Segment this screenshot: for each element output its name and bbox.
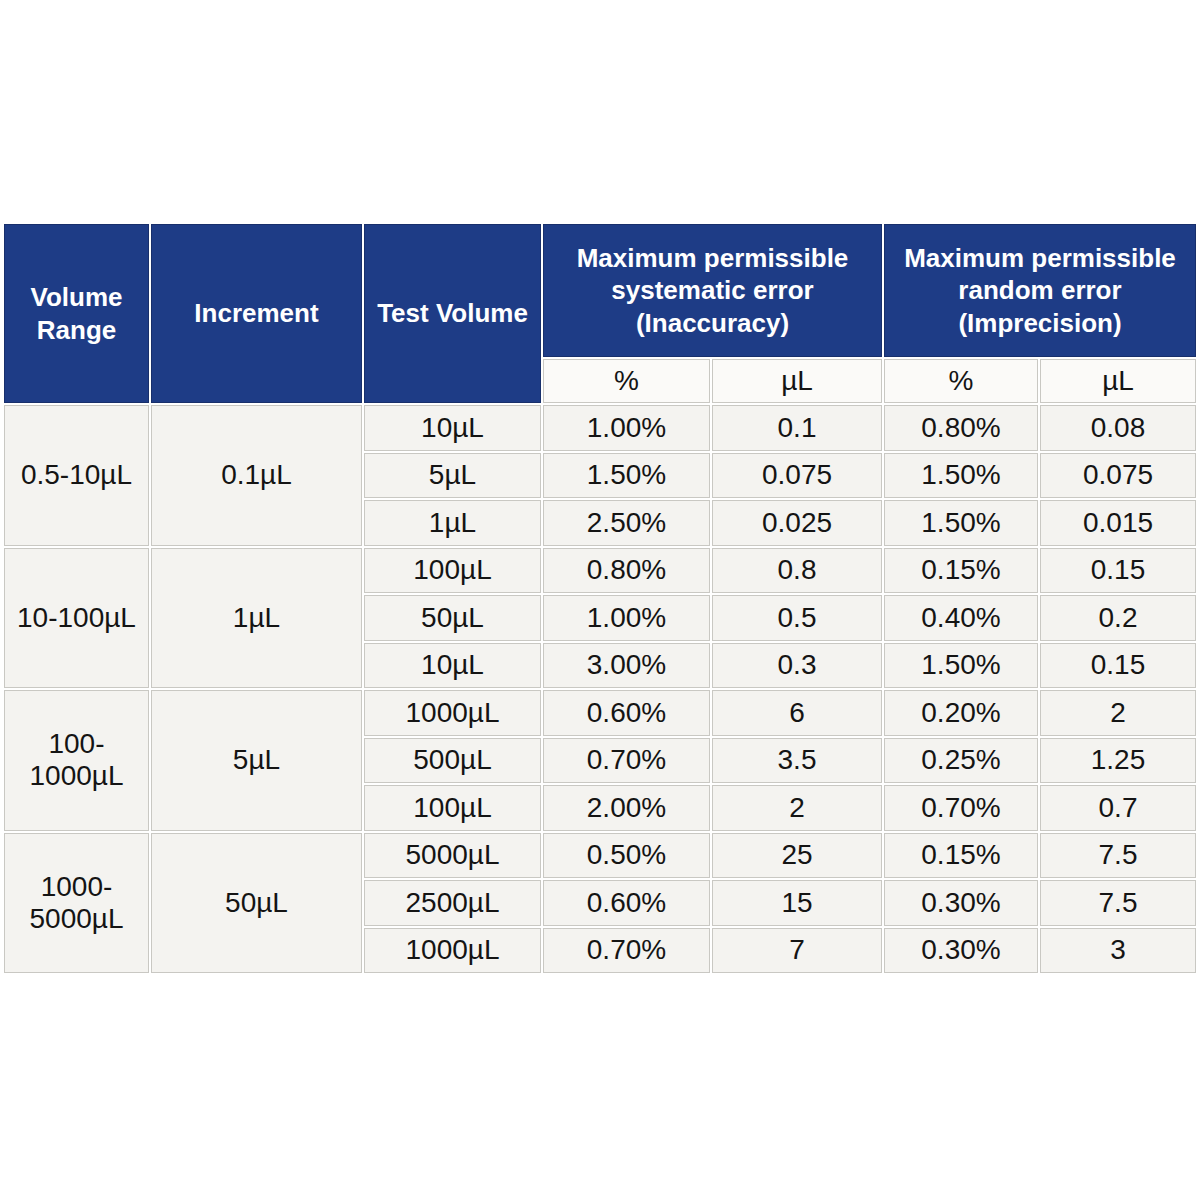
cell-rand-percent: 1.50% <box>884 643 1038 689</box>
cell-test-volume: 5000µL <box>364 833 541 879</box>
cell-rand-ul: 1.25 <box>1040 738 1196 784</box>
cell-rand-ul: 7.5 <box>1040 880 1196 926</box>
cell-sys-percent: 1.00% <box>543 595 710 641</box>
cell-sys-ul: 7 <box>712 928 882 974</box>
table-row: 10-100µL 1µL 100µL 0.80% 0.8 0.15% 0.15 <box>4 548 1196 594</box>
header-random-error: Maximum permissible random error (Imprec… <box>884 224 1196 357</box>
cell-sys-percent: 0.60% <box>543 690 710 736</box>
cell-sys-percent: 2.00% <box>543 785 710 831</box>
cell-rand-ul: 0.08 <box>1040 405 1196 451</box>
cell-increment: 50µL <box>151 833 362 974</box>
cell-test-volume: 2500µL <box>364 880 541 926</box>
cell-volume-range: 10-100µL <box>4 548 149 689</box>
table-row: 100-1000µL 5µL 1000µL 0.60% 6 0.20% 2 <box>4 690 1196 736</box>
cell-sys-ul: 0.3 <box>712 643 882 689</box>
cell-sys-percent: 1.50% <box>543 453 710 499</box>
table-row: 1000-5000µL 50µL 5000µL 0.50% 25 0.15% 7… <box>4 833 1196 879</box>
cell-increment: 5µL <box>151 690 362 831</box>
header-row: Volume Range Increment Test Volume Maxim… <box>4 224 1196 357</box>
cell-test-volume: 10µL <box>364 405 541 451</box>
cell-test-volume: 5µL <box>364 453 541 499</box>
subheader-systematic-percent: % <box>543 359 710 403</box>
header-systematic-error: Maximum permissible systematic error (In… <box>543 224 882 357</box>
cell-rand-percent: 0.80% <box>884 405 1038 451</box>
cell-volume-range: 1000-5000µL <box>4 833 149 974</box>
cell-test-volume: 1000µL <box>364 928 541 974</box>
cell-rand-percent: 1.50% <box>884 453 1038 499</box>
table-row: 0.5-10µL 0.1µL 10µL 1.00% 0.1 0.80% 0.08 <box>4 405 1196 451</box>
cell-sys-ul: 6 <box>712 690 882 736</box>
header-test-volume: Test Volume <box>364 224 541 403</box>
cell-test-volume: 500µL <box>364 738 541 784</box>
cell-test-volume: 1µL <box>364 500 541 546</box>
cell-increment: 1µL <box>151 548 362 689</box>
cell-rand-ul: 0.2 <box>1040 595 1196 641</box>
cell-rand-percent: 0.20% <box>884 690 1038 736</box>
subheader-random-ul: µL <box>1040 359 1196 403</box>
cell-rand-percent: 0.15% <box>884 833 1038 879</box>
cell-rand-percent: 0.25% <box>884 738 1038 784</box>
cell-sys-ul: 3.5 <box>712 738 882 784</box>
cell-test-volume: 100µL <box>364 785 541 831</box>
cell-test-volume: 100µL <box>364 548 541 594</box>
cell-rand-percent: 0.30% <box>884 880 1038 926</box>
header-volume-range: Volume Range <box>4 224 149 403</box>
cell-test-volume: 50µL <box>364 595 541 641</box>
subheader-random-percent: % <box>884 359 1038 403</box>
cell-rand-ul: 0.075 <box>1040 453 1196 499</box>
cell-sys-percent: 0.70% <box>543 928 710 974</box>
page-background: Volume Range Increment Test Volume Maxim… <box>0 0 1200 1200</box>
cell-rand-percent: 0.15% <box>884 548 1038 594</box>
cell-sys-percent: 3.00% <box>543 643 710 689</box>
subheader-systematic-ul: µL <box>712 359 882 403</box>
cell-rand-percent: 0.30% <box>884 928 1038 974</box>
cell-rand-ul: 0.15 <box>1040 643 1196 689</box>
cell-rand-ul: 0.15 <box>1040 548 1196 594</box>
cell-sys-ul: 0.025 <box>712 500 882 546</box>
cell-rand-ul: 2 <box>1040 690 1196 736</box>
cell-rand-percent: 0.40% <box>884 595 1038 641</box>
cell-sys-ul: 0.1 <box>712 405 882 451</box>
cell-sys-percent: 1.00% <box>543 405 710 451</box>
cell-sys-percent: 0.60% <box>543 880 710 926</box>
cell-sys-percent: 0.70% <box>543 738 710 784</box>
cell-sys-percent: 0.50% <box>543 833 710 879</box>
cell-sys-percent: 2.50% <box>543 500 710 546</box>
cell-sys-ul: 0.5 <box>712 595 882 641</box>
pipette-spec-table: Volume Range Increment Test Volume Maxim… <box>2 222 1198 975</box>
cell-volume-range: 0.5-10µL <box>4 405 149 546</box>
cell-test-volume: 10µL <box>364 643 541 689</box>
cell-rand-percent: 0.70% <box>884 785 1038 831</box>
header-increment: Increment <box>151 224 362 403</box>
cell-rand-percent: 1.50% <box>884 500 1038 546</box>
cell-sys-ul: 15 <box>712 880 882 926</box>
cell-volume-range: 100-1000µL <box>4 690 149 831</box>
cell-sys-percent: 0.80% <box>543 548 710 594</box>
cell-sys-ul: 0.075 <box>712 453 882 499</box>
cell-rand-ul: 0.7 <box>1040 785 1196 831</box>
cell-sys-ul: 0.8 <box>712 548 882 594</box>
cell-increment: 0.1µL <box>151 405 362 546</box>
cell-sys-ul: 25 <box>712 833 882 879</box>
cell-rand-ul: 7.5 <box>1040 833 1196 879</box>
cell-rand-ul: 0.015 <box>1040 500 1196 546</box>
cell-sys-ul: 2 <box>712 785 882 831</box>
cell-test-volume: 1000µL <box>364 690 541 736</box>
cell-rand-ul: 3 <box>1040 928 1196 974</box>
